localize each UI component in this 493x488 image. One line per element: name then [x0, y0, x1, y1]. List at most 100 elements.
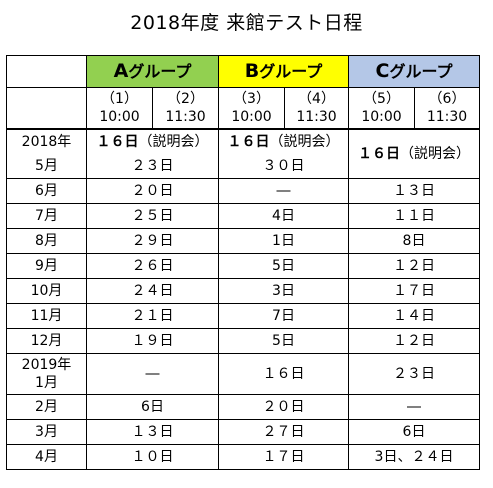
session-corner-cell [6, 87, 87, 130]
group-a-date: 6日 [85, 394, 220, 420]
session-2: （2） 11:30 [151, 87, 220, 130]
session-6: （6） 11:30 [414, 87, 481, 130]
briefing-b: １６日（説明会） [218, 128, 350, 154]
table-row: 12月 １９日 5日 １２日 [6, 328, 481, 354]
table-row: 2月 6日 ２０日 ― [6, 394, 481, 420]
table-row: 9月 ２６日 5日 １２日 [6, 253, 481, 279]
session-6-num: （6） [428, 91, 466, 107]
group-b-date: 4日 [218, 203, 350, 229]
group-c-date: 8日 [348, 228, 481, 254]
group-c-date: ― [348, 394, 481, 420]
group-a-date: ２４日 [85, 278, 220, 304]
session-3: （3） 10:00 [218, 87, 286, 130]
group-b-date: 5日 [218, 253, 350, 279]
group-c-date: １１日 [348, 203, 481, 229]
group-c-date: １４日 [348, 303, 481, 329]
table-row: 8月 ２９日 1日 8日 [6, 228, 481, 254]
group-c-date: 3日、２４日 [348, 444, 481, 470]
table-row: 11月 ２１日 7日 １４日 [6, 303, 481, 329]
session-3-time: 10:00 [231, 109, 272, 125]
briefing-c-note: （説明会） [400, 146, 471, 162]
group-b-date: 7日 [218, 303, 350, 329]
briefing-c: １６日（説明会） [348, 128, 481, 179]
table-row: 4月 １０日 １７日 3日、２４日 [6, 444, 481, 470]
group-b-header: Bグループ [218, 55, 350, 88]
group-b-date: １６日 [218, 353, 350, 395]
group-b-date: 3日 [218, 278, 350, 304]
session-5-num: （5） [363, 91, 400, 107]
month-cell: 2月 [6, 394, 87, 420]
month-cell: 12月 [6, 328, 87, 354]
group-b-date: １７日 [218, 444, 350, 470]
session-5: （5） 10:00 [348, 87, 416, 130]
month-cell: 9月 [6, 253, 87, 279]
briefing-b-note: （説明会） [269, 134, 340, 150]
group-a-suffix: グループ [128, 62, 192, 81]
group-c-suffix: グループ [389, 62, 453, 81]
group-b-date: ― [218, 178, 350, 204]
session-header-row: （1） 10:00 （2） 11:30 （3） 10:00 （4） 11:30 （5） 1… [6, 87, 481, 130]
table-row: 5月 ２３日 ３０日 [6, 154, 480, 179]
session-3-num: （3） [233, 91, 270, 107]
group-a-date: ― [85, 353, 220, 395]
briefing-c-day: １６日 [358, 146, 401, 162]
group-a-date: ２０日 [85, 178, 220, 204]
group-a-date: ２９日 [85, 228, 220, 254]
group-b-date: ３０日 [218, 154, 350, 179]
month-cell: 8月 [6, 228, 87, 254]
group-a-date: １３日 [85, 419, 220, 445]
group-a-date: ２６日 [85, 253, 220, 279]
month-cell: 7月 [6, 203, 87, 229]
month-cell: 4月 [6, 444, 87, 470]
year-2019-month-cell: 2019年 1月 [6, 353, 87, 395]
group-b-date: ２０日 [218, 394, 350, 420]
group-a-date: １０日 [85, 444, 220, 470]
group-a-header: Aグループ [85, 55, 220, 88]
group-b-date: 5日 [218, 328, 350, 354]
table-row: 7月 ２５日 4日 １１日 [6, 203, 481, 229]
group-c-date: １２日 [348, 328, 481, 354]
session-1: （1） 10:00 [86, 87, 153, 130]
year-2018-cell: 2018年 [6, 128, 87, 154]
group-a-date: ２３日 [85, 154, 220, 179]
month-cell: 6月 [6, 178, 87, 204]
session-4-time: 11:30 [296, 109, 337, 125]
corner-cell [6, 55, 87, 88]
month-cell: 5月 [6, 154, 87, 179]
group-c-date: ２３日 [348, 353, 481, 395]
group-c-date: １３日 [348, 178, 481, 204]
group-a-date: ２５日 [85, 203, 220, 229]
table-row: 6月 ２０日 ― １３日 [6, 178, 481, 204]
session-4-num: （4） [298, 91, 335, 107]
group-header-row: Aグループ Bグループ Cグループ [6, 55, 481, 88]
month-cell: 3月 [6, 419, 87, 445]
briefing-a: １６日（説明会） [85, 128, 220, 154]
group-c-date: １２日 [348, 253, 481, 279]
group-b-date: ２７日 [218, 419, 350, 445]
group-c-letter: C [375, 60, 390, 82]
month-cell: 10月 [6, 278, 87, 304]
session-2-time: 11:30 [165, 109, 206, 125]
session-1-time: 10:00 [99, 109, 140, 125]
briefing-b-day: １６日 [227, 134, 270, 150]
table-row: 2018年 １６日（説明会） １６日（説明会） １６日（説明会） [6, 128, 481, 179]
briefing-a-day: １６日 [96, 134, 139, 150]
table-row: 3月 １３日 ２７日 6日 [6, 419, 481, 445]
group-a-date: １９日 [85, 328, 220, 354]
group-a-letter: A [113, 60, 129, 82]
session-6-time: 11:30 [426, 109, 468, 125]
briefing-a-note: （説明会） [138, 134, 209, 150]
group-b-letter: B [244, 60, 260, 82]
table-row: 2019年 1月 ― １６日 ２３日 [6, 353, 481, 395]
group-c-header: Cグループ [348, 55, 481, 88]
group-b-date: 1日 [218, 228, 350, 254]
group-c-date: １７日 [348, 278, 481, 304]
month-cell: 11月 [6, 303, 87, 329]
group-a-date: ２１日 [85, 303, 220, 329]
month-jan-label: 1月 [35, 375, 58, 391]
group-b-suffix: グループ [259, 62, 323, 81]
page-title: 2018年度 来館テスト日程 [130, 12, 363, 34]
session-5-time: 10:00 [361, 109, 402, 125]
session-2-num: （2） [167, 91, 204, 107]
session-1-num: （1） [101, 91, 138, 107]
